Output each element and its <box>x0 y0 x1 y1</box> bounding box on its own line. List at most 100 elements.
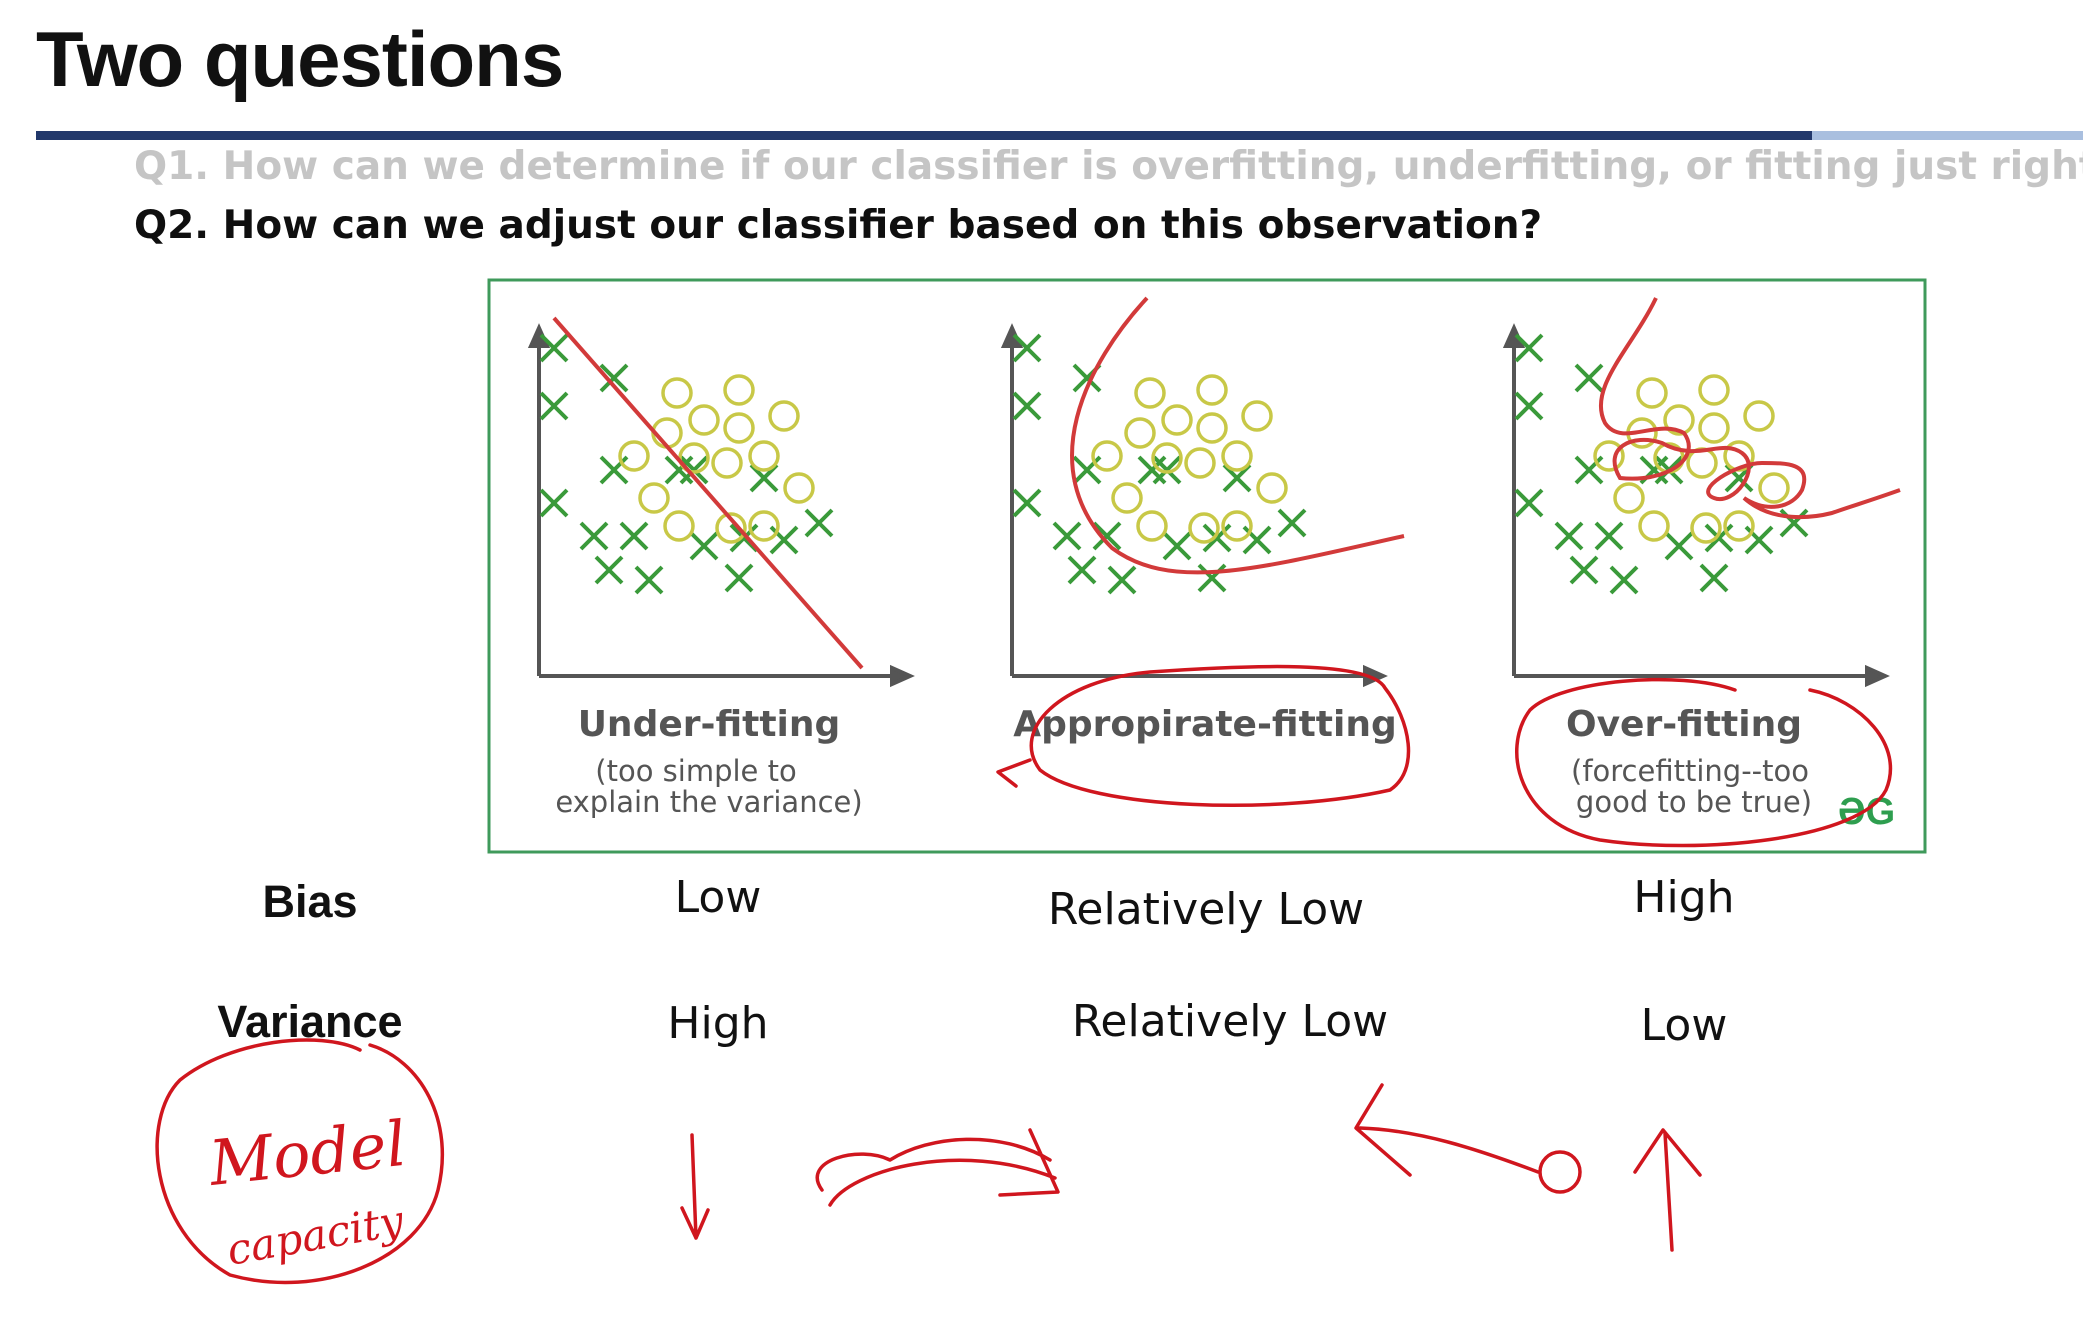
variance-label: Variance <box>217 996 403 1047</box>
panel-3-circle-marker <box>1636 377 1668 409</box>
panel-2-circle-marker <box>1091 440 1123 472</box>
panel-1-boundary <box>552 316 864 670</box>
panel-1-cross-marker <box>689 531 719 561</box>
panel-1-circle-marker <box>638 482 670 514</box>
panel-2-circle-marker <box>1161 404 1193 436</box>
title-rule-light <box>1812 131 2083 140</box>
panel-3-cross-marker <box>1569 555 1599 585</box>
panel-1-cross-marker <box>724 563 754 593</box>
panel-2-cross-marker <box>1202 523 1232 553</box>
fitting-figure: Under-fitting (too simple to explain the… <box>472 268 1940 870</box>
panel-1-circle-marker <box>661 377 693 409</box>
panel-2-cross-marker <box>1067 555 1097 585</box>
panel-2-circle-marker <box>1241 400 1273 432</box>
panel-1-circle-marker <box>678 442 710 474</box>
panel-3-cross-marker <box>1514 488 1544 518</box>
panel-1-subtitle-line1: (too simple to <box>595 754 797 788</box>
panel-1-circle-marker <box>768 400 800 432</box>
panel-2-circle-marker <box>1221 510 1253 542</box>
panel-1-subtitle-line2: explain the variance) <box>555 785 863 819</box>
panel-2-circle-marker <box>1184 447 1216 479</box>
geeksforgeeks-logo: ƏG <box>1838 791 1896 833</box>
panel-3-circle-marker <box>1663 404 1695 436</box>
panel-2-cross-marker <box>1012 488 1042 518</box>
panel-1-title: Under-fitting <box>577 704 841 745</box>
panel-1-circle-marker <box>748 510 780 542</box>
handwritten-capacity: capacity <box>223 1195 408 1274</box>
panel-1-cross-marker <box>634 565 664 595</box>
panel-1-circle-marker <box>618 440 650 472</box>
panel-1-cross-marker <box>539 333 569 363</box>
panel-2-title: Appropirate-fitting <box>1013 704 1397 745</box>
panel-2-circle-marker <box>1136 510 1168 542</box>
panel-2-circle-marker <box>1256 472 1288 504</box>
panel-1-cross-marker <box>599 363 629 393</box>
panel-2-circle-marker <box>1134 377 1166 409</box>
small-circle <box>1538 1150 1582 1194</box>
panel-3-circle-marker <box>1758 472 1790 504</box>
panel-1-cross-marker <box>539 488 569 518</box>
panel-3-cross-marker <box>1704 523 1734 553</box>
panel-1-cross-marker <box>539 391 569 421</box>
panel-2-circle-marker <box>1188 512 1220 544</box>
bias-value-appropriate: Relatively Low <box>1047 884 1365 935</box>
panel-3-circle-marker <box>1743 400 1775 432</box>
panel-1-axes <box>527 323 915 688</box>
panel-2-cross-marker <box>1092 521 1122 551</box>
panel-1-circle-marker <box>783 472 815 504</box>
panel-2-boundary <box>1070 296 1405 575</box>
question-2: Q2. How can we adjust our classifier bas… <box>134 203 1543 248</box>
panel-2-cross-marker <box>1107 565 1137 595</box>
panel-2-circle-marker <box>1196 374 1228 406</box>
panel-2-cross-marker <box>1137 455 1167 485</box>
panel-1-cross-marker <box>804 508 834 538</box>
model-capacity-circle <box>155 1038 444 1285</box>
curved-right-arrow <box>815 1128 1060 1207</box>
bias-label: Bias <box>262 876 358 927</box>
panel-2-cross-marker <box>1222 463 1252 493</box>
title-rule-dark <box>36 131 1812 140</box>
panel-1-circle-marker <box>715 512 747 544</box>
panel-2-circle-marker <box>1196 412 1228 444</box>
panel-1-circle-marker <box>711 447 743 479</box>
panel-2-circle-marker <box>1124 417 1156 449</box>
panel-3-subtitle-line1: (forcefitting--too <box>1571 754 1809 788</box>
panel-3-cross-marker <box>1609 565 1639 595</box>
panel-3-title: Over-fitting <box>1565 704 1803 745</box>
panel-3-circle-marker <box>1698 374 1730 406</box>
left-arrow-with-circle <box>1354 1083 1540 1177</box>
panel-1-cross-marker <box>594 555 624 585</box>
panel-1-cross-marker <box>664 455 694 485</box>
panel-3-circle-marker <box>1638 510 1670 542</box>
panel-2-circle-marker <box>1221 440 1253 472</box>
panel-3-cross-marker <box>1574 363 1604 393</box>
panel-3-circle-marker <box>1690 512 1722 544</box>
panel-3-boundary <box>1598 297 1901 520</box>
panel-1-cross-marker <box>579 521 609 551</box>
panel-3-cross-marker <box>1664 531 1694 561</box>
panel-2-cross-marker <box>1012 391 1042 421</box>
panel-3-circle-marker <box>1613 482 1645 514</box>
variance-value-underfitting: High <box>667 998 769 1049</box>
panel-3-cross-marker <box>1514 391 1544 421</box>
panel-1-circle-marker <box>688 404 720 436</box>
panel-1-circle-marker <box>663 510 695 542</box>
panel-3-circle-marker <box>1698 412 1730 444</box>
variance-value-appropriate: Relatively Low <box>1071 996 1389 1047</box>
panel-2-cross-marker <box>1052 521 1082 551</box>
panel-2-cross-marker <box>1162 531 1192 561</box>
panel-1-cross-marker <box>619 521 649 551</box>
up-arrow <box>1633 1128 1702 1252</box>
panel-2-circle-marker <box>1111 482 1143 514</box>
panel-1-circle-marker <box>723 374 755 406</box>
panel-2-cross-marker <box>1197 563 1227 593</box>
panel-1-circle-marker <box>748 440 780 472</box>
panel-3-cross-marker <box>1699 563 1729 593</box>
panel-3-subtitle-line2: good to be true) <box>1575 785 1813 819</box>
page-title: Two questions <box>36 15 564 103</box>
panel-1-circle-marker <box>723 412 755 444</box>
question-1: Q1. How can we determine if our classifi… <box>134 144 2083 189</box>
panel-2-cross-marker <box>1277 508 1307 538</box>
panel-3-cross-marker <box>1554 521 1584 551</box>
panel-3-cross-marker <box>1594 521 1624 551</box>
